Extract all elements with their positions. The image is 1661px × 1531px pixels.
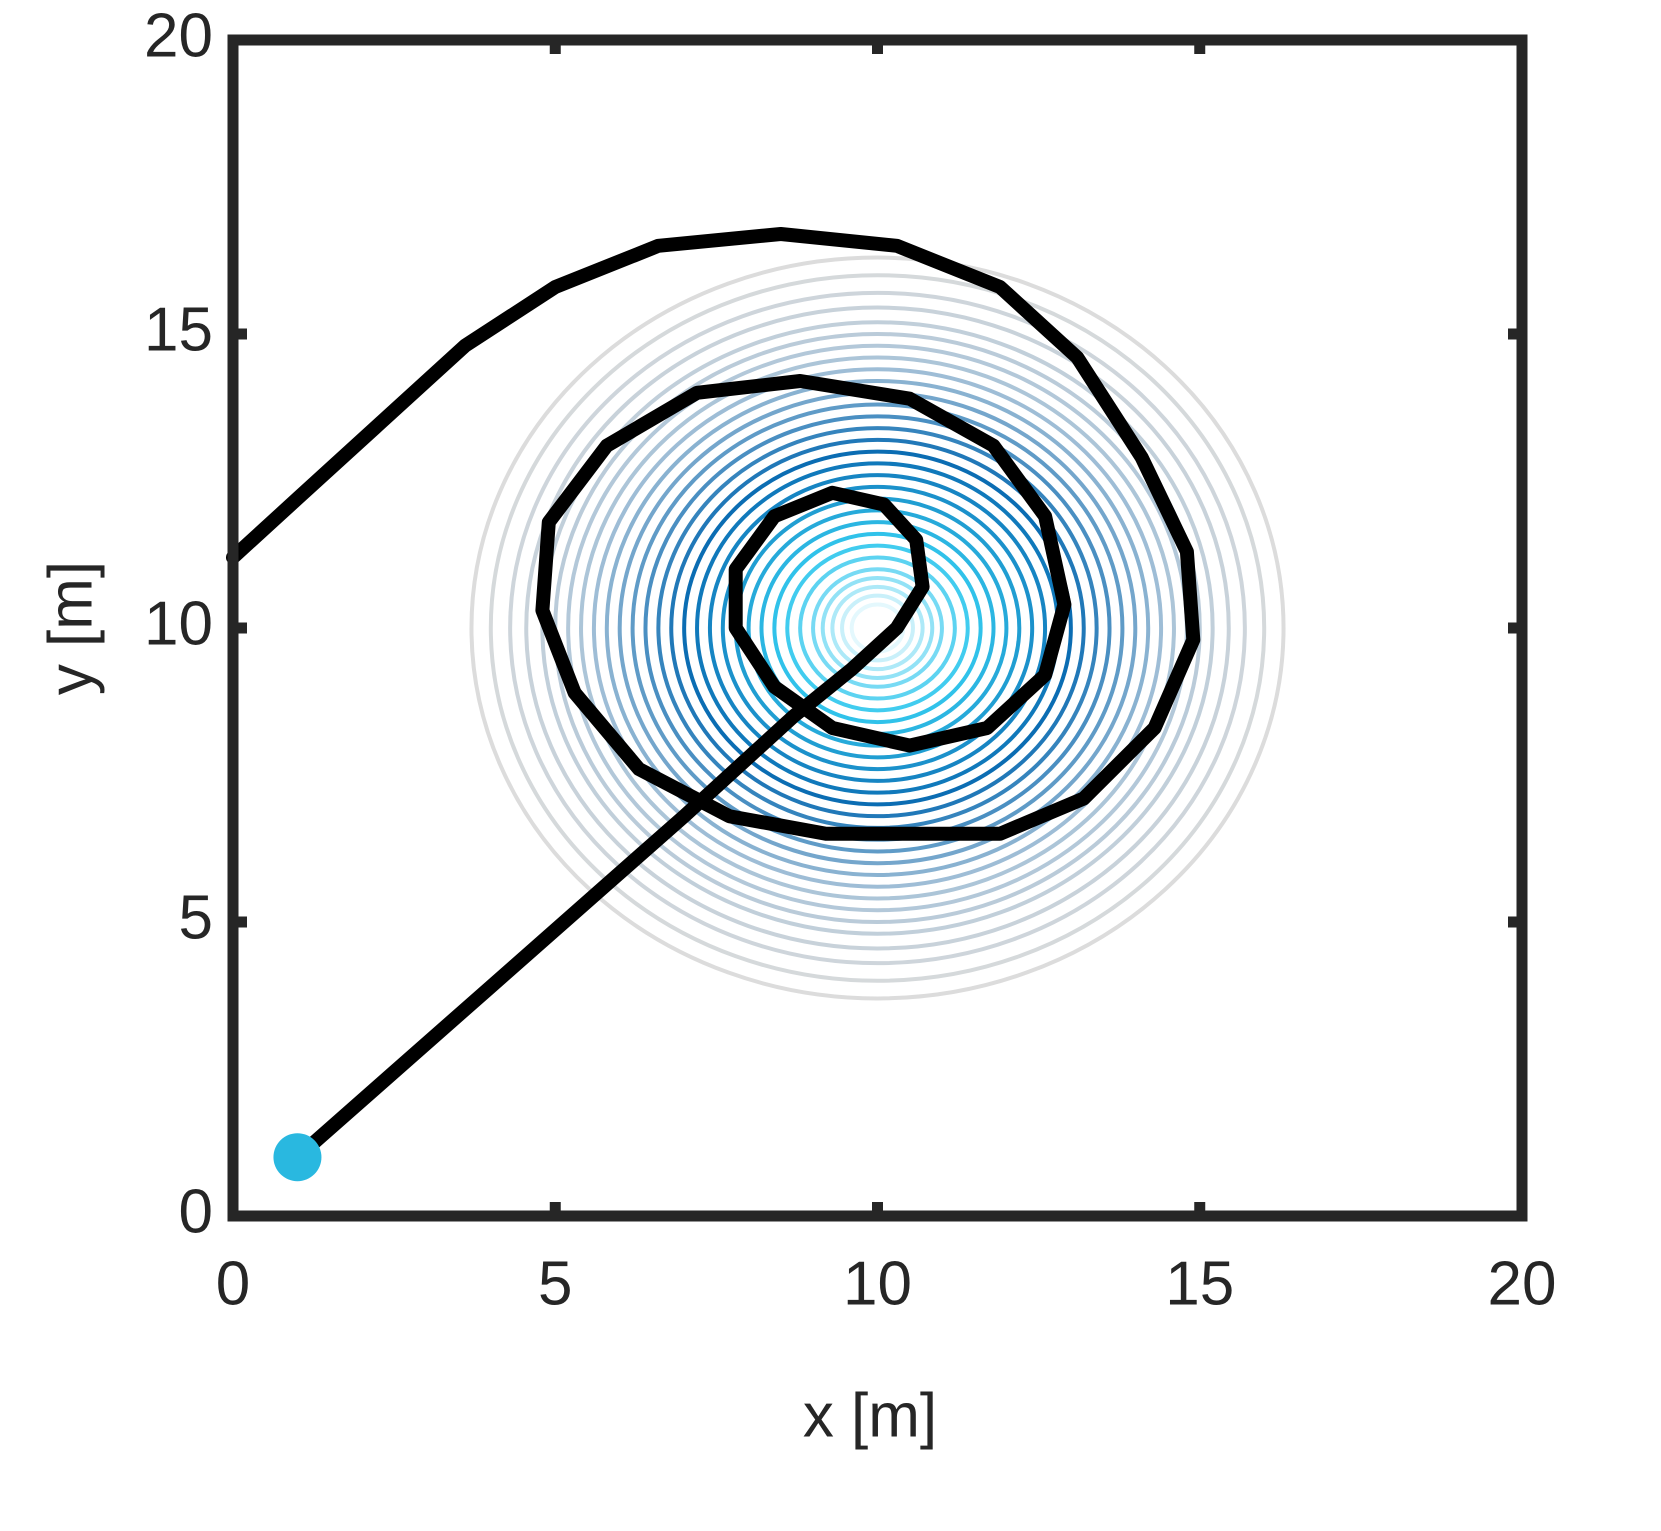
contour (579, 355, 1176, 901)
y-tick-label: 20 (144, 1, 213, 70)
y-axis-label: y [m] (36, 561, 105, 695)
x-tick-label: 10 (843, 1249, 912, 1318)
contour (566, 343, 1189, 913)
contour (720, 484, 1035, 772)
contour (682, 449, 1073, 807)
start-marker (273, 1133, 322, 1182)
contour (630, 402, 1125, 854)
contour (840, 593, 915, 663)
x-axis-label: x [m] (803, 1381, 937, 1450)
contour (524, 305, 1231, 951)
contour (785, 543, 970, 713)
contour (604, 379, 1151, 877)
x-tick-label: 5 (538, 1249, 572, 1318)
contour (469, 255, 1286, 1001)
y-tick-label: 5 (179, 883, 213, 952)
contour (508, 290, 1247, 966)
contour (488, 273, 1267, 983)
contour (669, 437, 1086, 819)
trajectory (226, 227, 1201, 1165)
contour (820, 576, 935, 680)
contour (707, 473, 1048, 783)
contour (733, 496, 1022, 760)
contour (798, 555, 957, 701)
x-tick-label: 0 (216, 1249, 250, 1318)
contour (830, 584, 925, 672)
contour (811, 567, 944, 689)
contour (772, 531, 983, 725)
y-tick-label: 10 (144, 589, 213, 658)
y-tick-label: 0 (179, 1177, 213, 1246)
contour (643, 414, 1112, 842)
x-tick-label: 15 (1165, 1249, 1234, 1318)
y-tick-label: 15 (144, 295, 213, 364)
contour (746, 508, 1009, 748)
contour (591, 367, 1164, 889)
x-tick-label: 20 (1488, 1249, 1557, 1318)
